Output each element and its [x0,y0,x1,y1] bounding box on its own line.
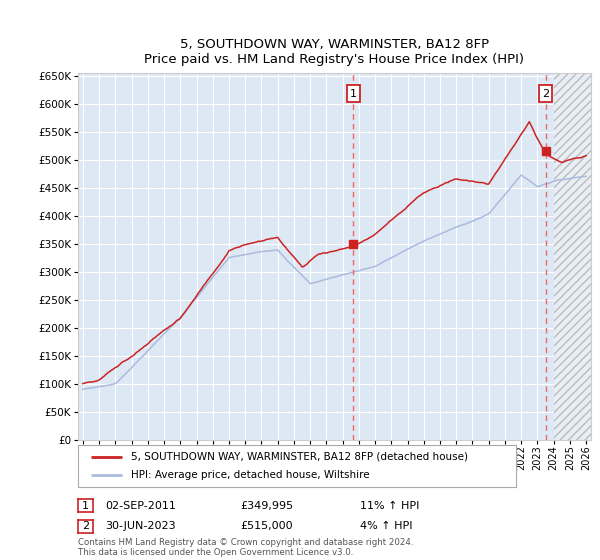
Text: Contains HM Land Registry data © Crown copyright and database right 2024.
This d: Contains HM Land Registry data © Crown c… [78,538,413,557]
Text: £349,995: £349,995 [240,501,293,511]
Bar [554,70,594,440]
Text: 5, SOUTHDOWN WAY, WARMINSTER, BA12 8FP (detached house): 5, SOUTHDOWN WAY, WARMINSTER, BA12 8FP (… [131,452,467,462]
Text: 4% ↑ HPI: 4% ↑ HPI [360,521,413,531]
Text: 1: 1 [82,501,89,511]
Text: HPI: Average price, detached house, Wiltshire: HPI: Average price, detached house, Wilt… [131,470,369,480]
Text: 02-SEP-2011: 02-SEP-2011 [105,501,176,511]
Text: 30-JUN-2023: 30-JUN-2023 [105,521,176,531]
Title: 5, SOUTHDOWN WAY, WARMINSTER, BA12 8FP
Price paid vs. HM Land Registry's House P: 5, SOUTHDOWN WAY, WARMINSTER, BA12 8FP P… [145,38,524,66]
Text: 2: 2 [542,88,549,99]
Text: 1: 1 [350,88,357,99]
Text: 2: 2 [82,521,89,531]
Bar [554,73,594,440]
Text: £515,000: £515,000 [240,521,293,531]
Text: 11% ↑ HPI: 11% ↑ HPI [360,501,419,511]
